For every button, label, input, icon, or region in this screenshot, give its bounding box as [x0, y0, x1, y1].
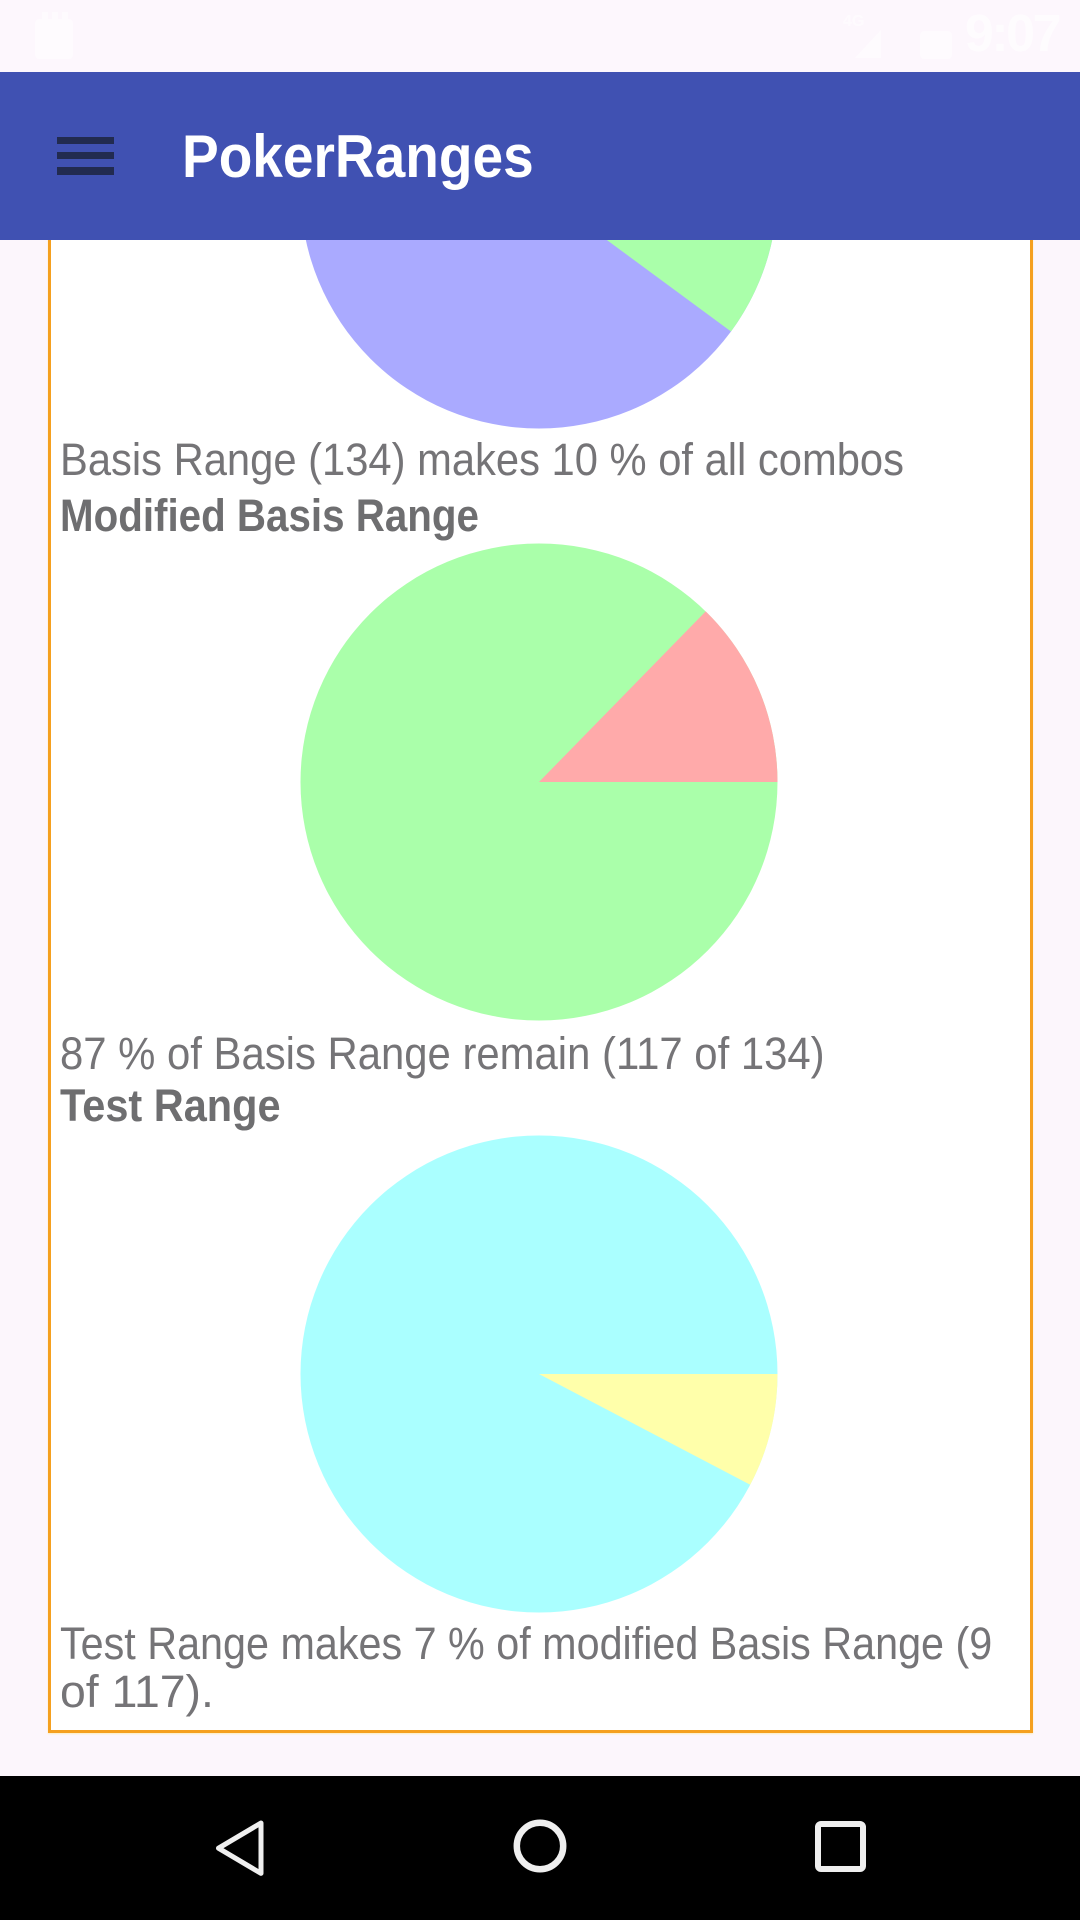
svg-text:4G: 4G: [843, 13, 864, 30]
